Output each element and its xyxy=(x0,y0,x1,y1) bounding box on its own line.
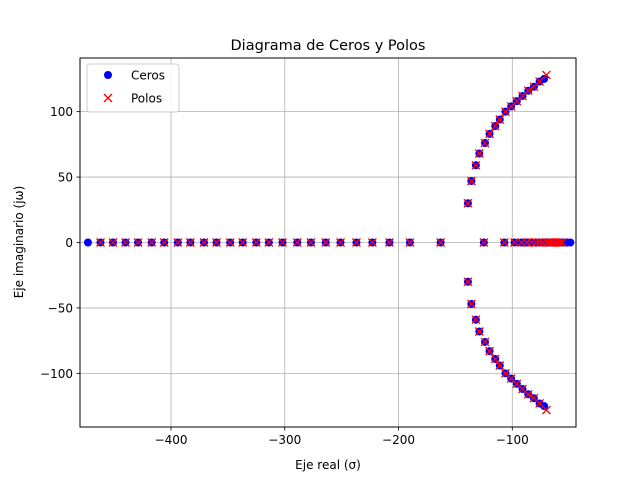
pole-marker xyxy=(471,315,481,325)
zero-marker xyxy=(566,238,575,247)
pole-marker xyxy=(495,361,505,370)
zero-marker xyxy=(540,74,549,83)
pole-marker xyxy=(535,238,545,247)
pole-marker xyxy=(96,238,105,247)
pole-marker xyxy=(108,238,118,247)
legend-ceros-marker xyxy=(104,71,112,79)
pole-marker xyxy=(510,238,520,247)
pole-marker xyxy=(541,70,551,80)
pole-marker xyxy=(436,238,446,247)
pole-marker xyxy=(471,160,481,170)
pole-marker xyxy=(535,77,545,87)
pole-marker xyxy=(495,115,505,124)
x-tick-label: −200 xyxy=(382,433,415,447)
y-tick-label: 0 xyxy=(65,236,73,250)
pole-marker xyxy=(557,238,567,247)
y-axis-label: Eje imaginario (jω) xyxy=(12,186,26,299)
x-tick-label: −300 xyxy=(268,433,301,447)
pole-marker xyxy=(121,238,130,247)
pole-marker xyxy=(474,327,484,336)
pole-marker xyxy=(336,238,345,247)
pole-marker xyxy=(490,354,500,364)
data-points xyxy=(83,70,575,415)
legend-ceros-label: Ceros xyxy=(131,69,165,83)
pole-marker xyxy=(523,86,533,96)
legend-polos-label: Polos xyxy=(131,92,162,106)
pole-marker xyxy=(251,238,261,247)
pole-marker xyxy=(466,176,476,186)
y-tick-label: 50 xyxy=(58,171,73,185)
pole-marker xyxy=(278,238,287,247)
legend-polos-marker xyxy=(103,93,113,103)
pole-marker xyxy=(212,238,221,247)
pole-marker xyxy=(555,238,565,247)
zero-marker xyxy=(540,402,549,411)
pole-marker xyxy=(384,238,394,247)
pole-marker xyxy=(405,238,415,247)
axis-ticks: −400 −300 −200 −100 −100 −50 0 50 100 xyxy=(40,105,529,447)
pole-marker xyxy=(133,238,143,247)
pole-marker xyxy=(147,238,157,247)
pole-marker xyxy=(490,121,500,131)
y-tick-label: −50 xyxy=(48,301,73,315)
legend: Ceros Polos xyxy=(86,63,180,113)
x-tick-label: −400 xyxy=(155,433,188,447)
pole-marker xyxy=(292,238,302,247)
pole-marker xyxy=(480,138,490,148)
pole-marker xyxy=(264,238,274,247)
pole-marker xyxy=(541,405,551,415)
x-axis-label: Eje real (σ) xyxy=(295,458,361,472)
chart-title: Diagrama de Ceros y Polos xyxy=(231,38,426,54)
pole-marker xyxy=(479,238,489,247)
pole-marker xyxy=(159,238,169,247)
pole-marker xyxy=(485,346,495,356)
pole-marker xyxy=(474,149,484,158)
x-tick-label: −100 xyxy=(496,433,529,447)
pole-marker xyxy=(485,129,495,139)
pole-marker xyxy=(499,238,509,247)
pole-marker xyxy=(535,398,545,408)
pole-marker xyxy=(173,238,183,247)
pole-marker xyxy=(199,238,209,247)
pole-marker xyxy=(351,238,361,247)
y-tick-label: −100 xyxy=(40,367,73,381)
pole-marker xyxy=(321,238,331,247)
pole-marker xyxy=(523,389,533,399)
pole-marker xyxy=(185,238,195,247)
pole-marker xyxy=(306,238,316,247)
pole-marker xyxy=(466,299,476,309)
pole-marker xyxy=(480,337,490,347)
pole-marker xyxy=(531,238,541,247)
zero-marker xyxy=(83,238,92,247)
pole-marker xyxy=(463,277,473,287)
pole-marker xyxy=(225,238,235,247)
pole-marker xyxy=(367,238,377,247)
pole-marker xyxy=(238,238,248,247)
pole-marker xyxy=(463,198,473,208)
y-tick-label: 100 xyxy=(50,105,73,119)
